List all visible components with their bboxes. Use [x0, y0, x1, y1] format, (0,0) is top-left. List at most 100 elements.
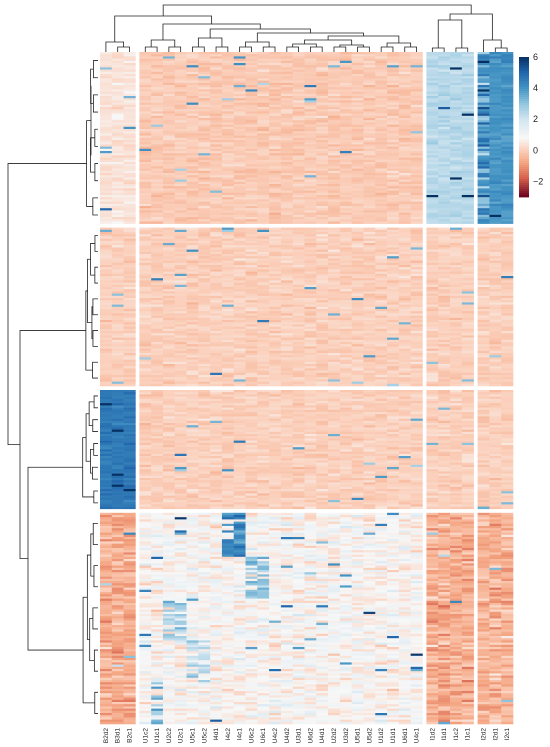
heatmap-cell — [375, 111, 388, 114]
heatmap-cell — [198, 93, 211, 97]
heatmap-cell — [363, 229, 376, 233]
heatmap-cell — [489, 71, 502, 75]
heatmap-cell — [245, 304, 258, 308]
heatmap-cell — [174, 324, 187, 327]
heatmap-cell — [316, 144, 329, 147]
heatmap-cell — [162, 298, 176, 301]
dendrogram-branch — [93, 60, 98, 79]
heatmap-cell — [450, 317, 463, 321]
heatmap-cell — [461, 113, 474, 117]
heatmap-cell — [123, 146, 136, 150]
heatmap-cell — [363, 350, 376, 354]
heatmap-cell — [139, 370, 152, 374]
heatmap-cell — [123, 69, 136, 73]
heatmap-cell — [501, 148, 514, 152]
heatmap-cell — [328, 71, 341, 75]
heatmap-cell — [210, 78, 223, 81]
heatmap-cell — [426, 80, 439, 84]
heatmap-cell — [316, 58, 329, 62]
heatmap-cell — [162, 361, 176, 365]
heatmap-cell — [292, 269, 305, 272]
heatmap-cell — [398, 254, 411, 257]
heatmap-cell — [245, 271, 258, 275]
heatmap-cell — [186, 249, 199, 253]
heatmap-cell — [363, 240, 376, 244]
heatmap-cell — [461, 304, 474, 308]
heatmap-cell — [198, 107, 211, 110]
heatmap-cell — [450, 240, 463, 244]
heatmap-cell — [233, 232, 246, 235]
heatmap-cell — [198, 249, 211, 253]
heatmap-cell — [438, 287, 451, 290]
heatmap-cell — [304, 122, 317, 125]
heatmap-cell — [304, 155, 317, 158]
heatmap-cell — [174, 366, 187, 369]
heatmap-cell — [221, 122, 235, 125]
heatmap-cell — [233, 229, 246, 233]
heatmap-cell — [363, 328, 376, 332]
heatmap-cell — [351, 289, 364, 292]
heatmap-cell — [174, 262, 187, 266]
heatmap-cell — [123, 300, 136, 303]
heatmap-cell — [438, 109, 451, 112]
heatmap-cell — [257, 260, 270, 264]
heatmap-cell — [398, 107, 411, 110]
heatmap-cell — [363, 71, 376, 75]
heatmap-cell — [450, 315, 463, 319]
heatmap-cell — [351, 74, 364, 77]
heatmap-cell — [410, 278, 423, 281]
heatmap-cell — [450, 229, 463, 233]
heatmap-cell — [375, 278, 388, 281]
heatmap-cell — [174, 232, 187, 235]
heatmap-cell — [162, 179, 176, 183]
heatmap-cell — [198, 232, 211, 235]
heatmap-cell — [257, 144, 270, 147]
heatmap-cell — [363, 199, 376, 202]
heatmap-cell — [233, 355, 246, 358]
heatmap-cell — [398, 251, 411, 255]
heatmap-cell — [387, 168, 400, 172]
heatmap-cell — [450, 192, 463, 196]
heatmap-cell — [186, 168, 199, 172]
heatmap-cell — [292, 282, 305, 286]
heatmap-cell — [198, 328, 211, 332]
heatmap-cell — [363, 324, 376, 327]
heatmap-cell — [304, 214, 317, 218]
heatmap-cell — [477, 282, 490, 286]
heatmap-cell — [387, 78, 400, 81]
heatmap-cell — [123, 280, 136, 283]
heatmap-cell — [375, 168, 388, 172]
heatmap-cell — [328, 364, 341, 367]
heatmap-cell — [292, 115, 305, 119]
heatmap-cell — [123, 238, 136, 242]
heatmap-cell — [316, 74, 329, 77]
heatmap-cell — [162, 96, 176, 99]
heatmap-cell — [257, 256, 270, 259]
heatmap-cell — [316, 179, 329, 183]
heatmap-cell — [162, 63, 176, 66]
heatmap-cell — [100, 304, 113, 308]
heatmap-cell — [174, 173, 187, 176]
heatmap-cell — [151, 262, 164, 266]
heatmap-cell — [221, 164, 235, 167]
heatmap-cell — [339, 377, 352, 380]
heatmap-cell — [233, 260, 246, 264]
heatmap-cell — [450, 251, 463, 255]
heatmap-cell — [316, 355, 329, 358]
heatmap-cell — [198, 210, 211, 213]
heatmap-cell — [501, 131, 514, 134]
heatmap-cell — [245, 100, 258, 103]
heatmap-cell — [210, 234, 223, 237]
heatmap-cell — [139, 311, 152, 314]
heatmap-cell — [461, 346, 474, 349]
heatmap-cell — [410, 56, 423, 59]
heatmap-cell — [316, 93, 329, 97]
heatmap-cell — [292, 197, 305, 200]
heatmap-cell — [257, 195, 270, 198]
heatmap-cell — [304, 118, 317, 121]
heatmap-cell — [426, 298, 439, 301]
heatmap-cell — [111, 370, 124, 374]
heatmap-cell — [123, 214, 136, 218]
heatmap-cell — [339, 166, 352, 169]
heatmap-cell — [339, 181, 352, 185]
